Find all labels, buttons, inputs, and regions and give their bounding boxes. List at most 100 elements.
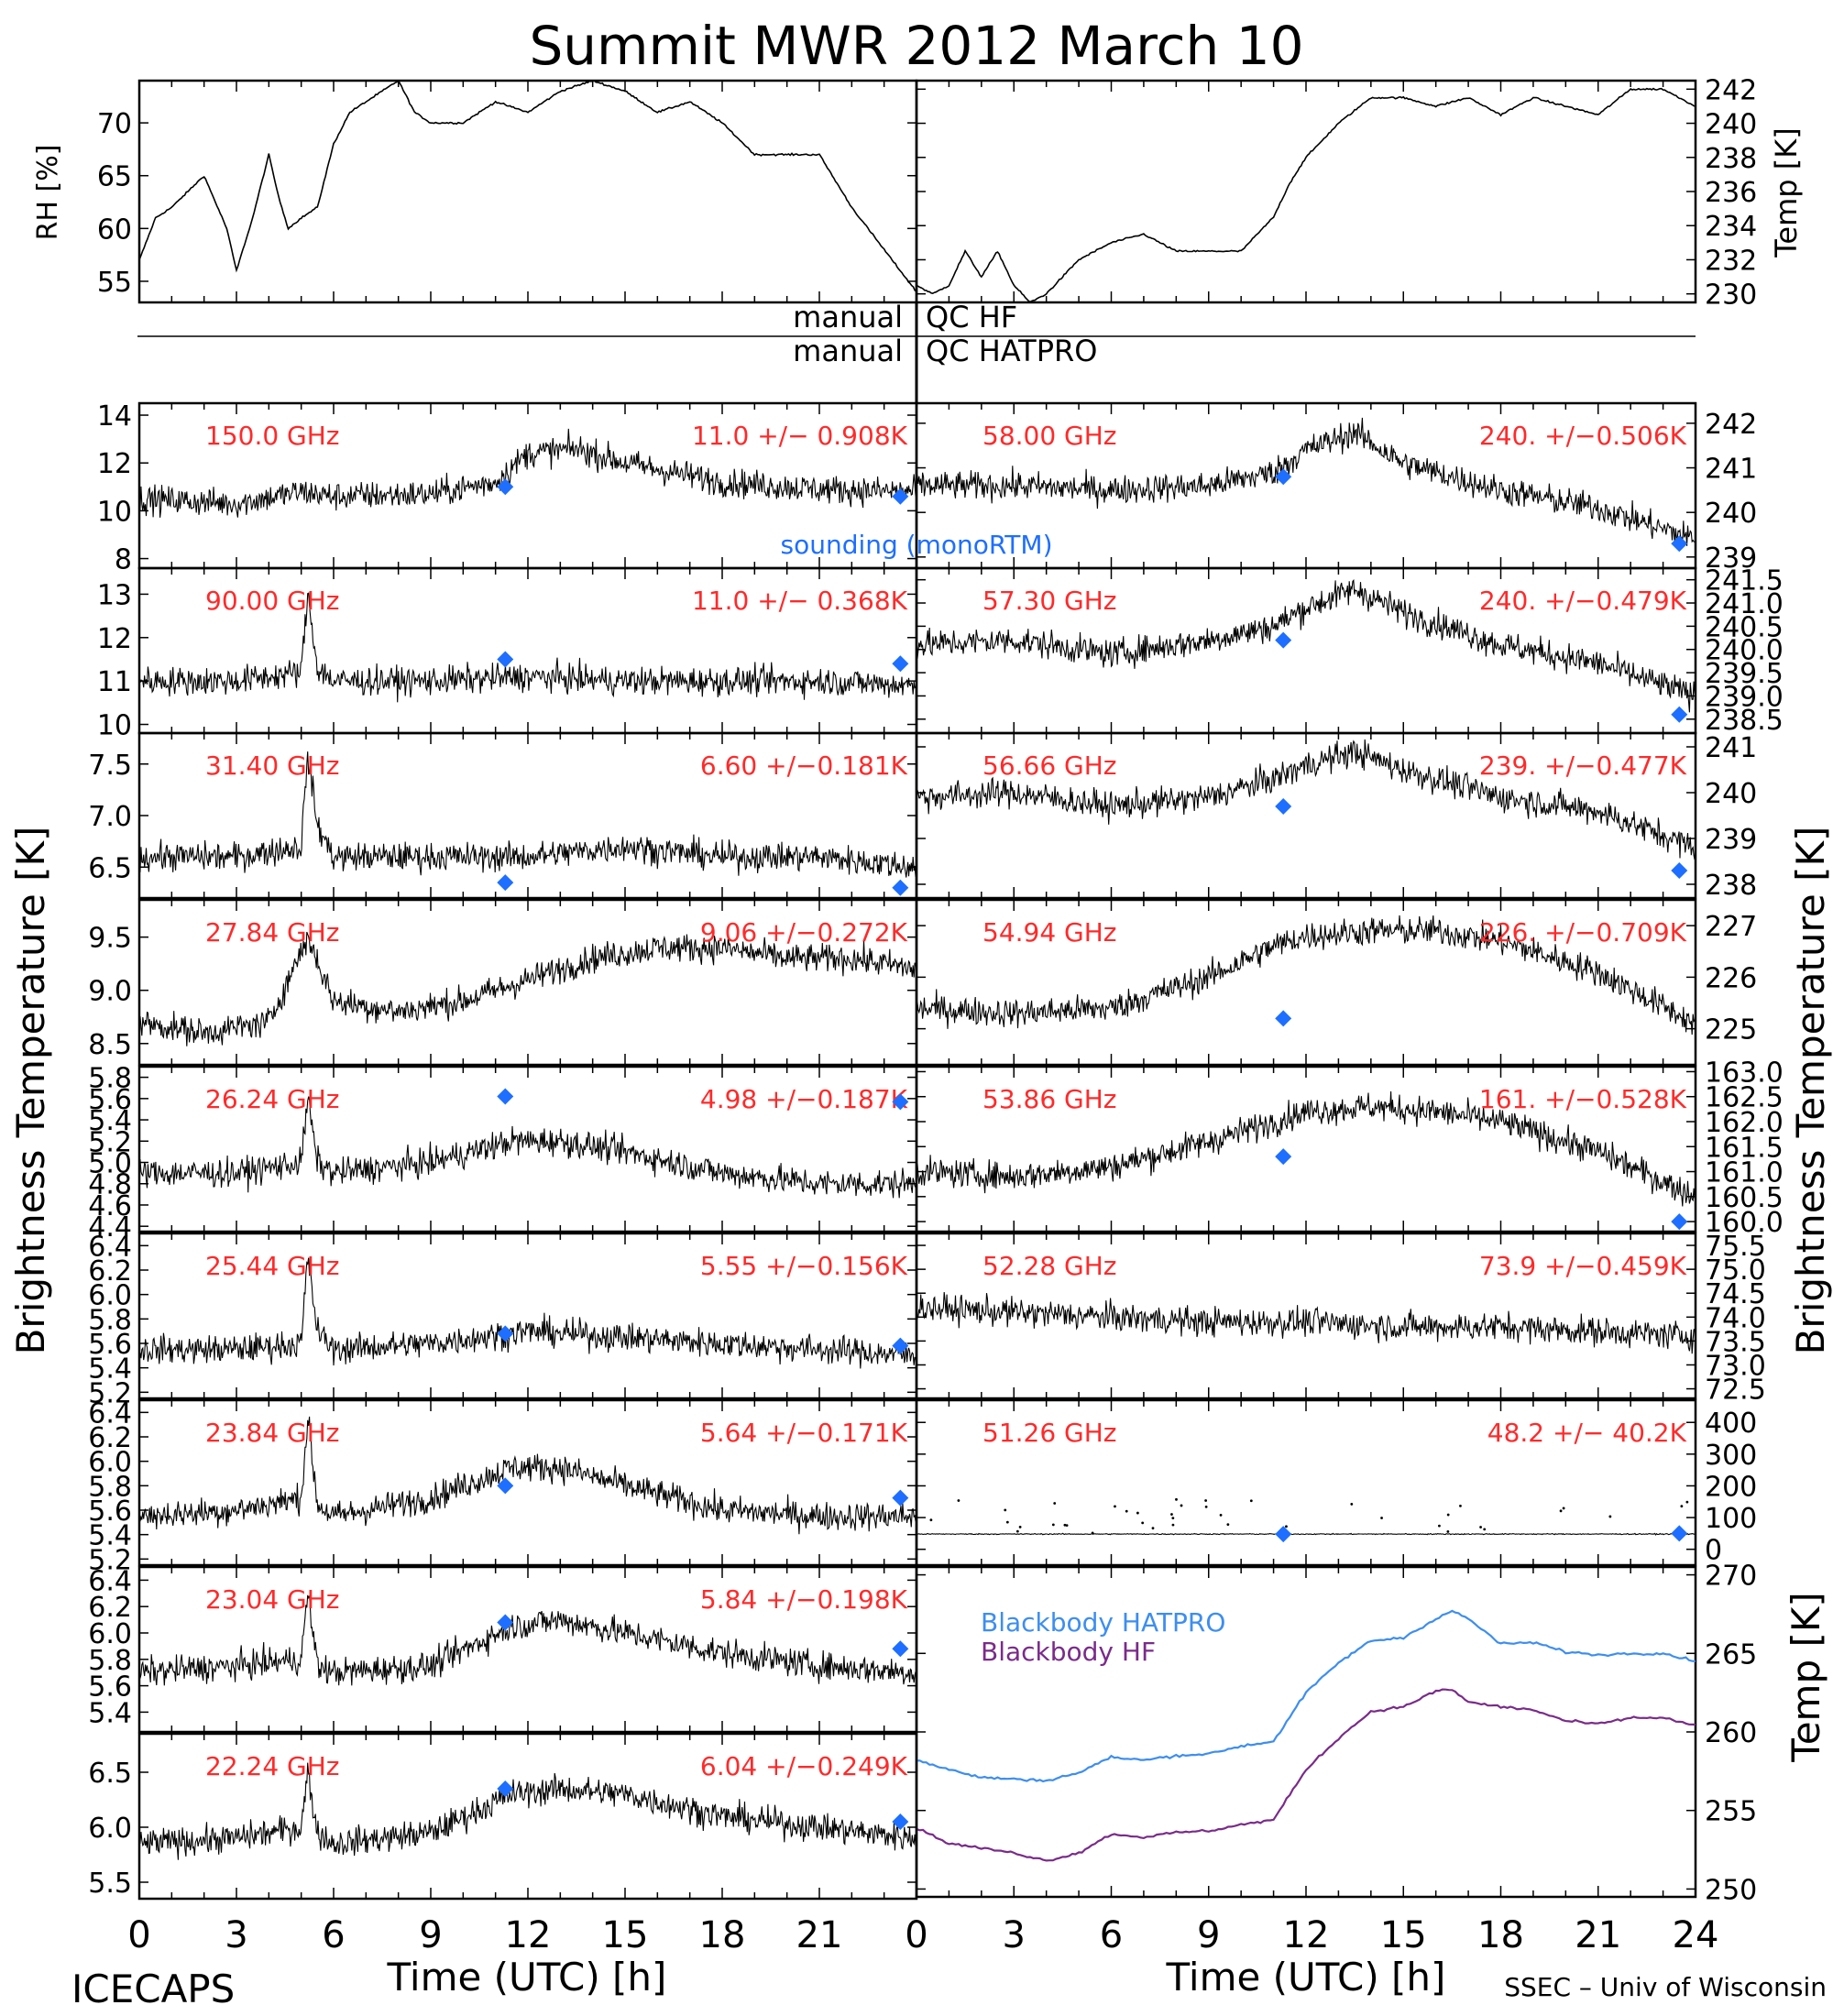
x-tick-label: 3 xyxy=(1003,1914,1026,1956)
outlier-point xyxy=(1005,1520,1009,1524)
y-tick-label: 6.2 xyxy=(88,1592,132,1624)
panel-tb-52.28: 72.573.073.574.074.575.075.5 52.28 GHz 73.… xyxy=(915,1231,1766,1407)
y-tick-label: 5.8 xyxy=(88,1471,132,1503)
outlier-point xyxy=(1018,1525,1022,1528)
channel-label: 31.40 GHz xyxy=(205,751,340,781)
outlier-point xyxy=(1608,1515,1612,1518)
channel-label: 52.28 GHz xyxy=(982,1251,1117,1281)
tb-axis-title-right: Brightness Temperature [K] xyxy=(1788,827,1833,1355)
stat-label: 9.06 +/−0.272K xyxy=(700,917,908,948)
sounding-marker xyxy=(892,879,909,896)
sounding-marker xyxy=(892,488,909,505)
y-tick-label: 5.4 xyxy=(88,1105,132,1137)
y-tick-label: 70 xyxy=(97,108,132,140)
series-line xyxy=(138,1257,917,1369)
y-tick-label: 5.4 xyxy=(88,1353,132,1386)
y-tick-label: 73.0 xyxy=(1705,1350,1766,1382)
y-tick-label: 5.8 xyxy=(88,1304,132,1336)
y-tick-label: 239.0 xyxy=(1705,681,1784,713)
x-tick-label: 15 xyxy=(1380,1914,1427,1956)
y-tick-label: 60 xyxy=(97,214,132,246)
outlier-point xyxy=(1141,1521,1145,1525)
outlier-point xyxy=(1004,1508,1007,1512)
sounding-marker xyxy=(497,1325,514,1342)
y-tick-label: 160.0 xyxy=(1705,1207,1784,1239)
outlier-point xyxy=(1446,1530,1450,1533)
y-tick-label: 12 xyxy=(97,623,132,655)
y-tick-label: 236 xyxy=(1705,177,1757,209)
panel-rh: 55 60 65 70 xyxy=(97,79,918,304)
y-tick-label: 161.5 xyxy=(1705,1132,1784,1164)
y-tick-label: 6.5 xyxy=(88,1758,132,1790)
y-tick-label: 241.0 xyxy=(1705,588,1784,620)
y-tick-label: 238.5 xyxy=(1705,705,1784,737)
y-tick-label: 7.5 xyxy=(88,750,132,782)
y-tick-label: 5.6 xyxy=(88,1329,132,1361)
series-line xyxy=(138,80,917,292)
y-tick-label: 9.5 xyxy=(88,923,132,955)
series-line xyxy=(916,1291,1696,1354)
y-tick-label: 75.5 xyxy=(1705,1231,1766,1263)
sounding-marker xyxy=(1275,468,1292,486)
outlier-point xyxy=(1562,1507,1565,1510)
x-tick-label: 18 xyxy=(1477,1914,1524,1956)
series-line xyxy=(916,1090,1696,1207)
sounding-marker xyxy=(497,1088,514,1105)
qc-strip: manual QC HF manual QC HATPRO xyxy=(137,300,1696,403)
y-tick-label: 162.5 xyxy=(1705,1082,1784,1114)
y-tick-label: 239.5 xyxy=(1705,658,1784,690)
outlier-point xyxy=(1680,1505,1684,1508)
y-tick-label: 6.4 xyxy=(88,1565,132,1597)
y-tick-label: 239 xyxy=(1705,824,1757,856)
channel-label: 58.00 GHz xyxy=(982,421,1117,451)
y-tick-label: 100 xyxy=(1705,1503,1757,1535)
panel-frame xyxy=(915,79,1697,304)
outlier-point xyxy=(1219,1513,1223,1517)
y-tick-label: 160.5 xyxy=(1705,1182,1784,1214)
y-tick-label: 240 xyxy=(1705,109,1757,141)
y-tick-label: 226 xyxy=(1705,962,1757,994)
stat-label: 5.64 +/−0.171K xyxy=(700,1418,908,1448)
qc-hatpro-left-label: manual xyxy=(793,334,903,368)
panel-tb-54.94: 225 226 227 54.94 GHz 226. +/−0.709K xyxy=(915,898,1757,1067)
sounding-marker xyxy=(497,874,514,892)
channel-label: 150.0 GHz xyxy=(205,421,340,451)
y-tick-label: 6.0 xyxy=(88,1280,132,1312)
x-tick-label: 12 xyxy=(1283,1914,1330,1956)
y-tick-label: 6.0 xyxy=(88,1447,132,1479)
x-tick-label: 24 xyxy=(1673,1914,1719,1956)
outlier-point xyxy=(1204,1499,1208,1502)
sounding-marker xyxy=(1671,1213,1688,1231)
x-tick-label: 21 xyxy=(1575,1914,1621,1956)
panel-tb-31.40: 6.5 7.0 7.5 31.40 GHz 6.60 +/−0.181K xyxy=(88,731,918,900)
x-tick-label: 6 xyxy=(1100,1914,1123,1956)
qc-hf-left-label: manual xyxy=(793,300,903,334)
y-tick-label: 7.0 xyxy=(88,801,132,833)
y-tick-label: 72.5 xyxy=(1705,1375,1766,1407)
channel-label: 27.84 GHz xyxy=(205,917,340,948)
channel-label: 23.04 GHz xyxy=(205,1584,340,1615)
series-line xyxy=(138,428,917,518)
channel-label: 22.24 GHz xyxy=(205,1751,340,1781)
y-tick-label: 5.6 xyxy=(88,1671,132,1704)
sounding-marker xyxy=(892,1337,909,1354)
sounding-marker xyxy=(892,1489,909,1507)
panel-tb-23.84: 5.25.45.65.86.06.26.4 23.84 GHz 5.64 +/−0.… xyxy=(88,1397,918,1576)
series-line xyxy=(138,1594,917,1686)
series-line-hf xyxy=(916,1688,1696,1862)
sounding-marker xyxy=(1275,798,1292,815)
channel-label: 23.84 GHz xyxy=(205,1418,340,1448)
series-line xyxy=(138,751,917,878)
panel-tb-58: 239 240 241 242 58.00 GHz 240. +/−0.506K xyxy=(915,401,1757,575)
outlier-point xyxy=(1483,1528,1487,1531)
sounding-marker xyxy=(497,1614,514,1631)
y-tick-label: 74.0 xyxy=(1705,1302,1766,1334)
y-tick-label: 4.8 xyxy=(88,1169,132,1201)
figure-title: Summit MWR 2012 March 10 xyxy=(529,15,1303,77)
stat-label: 73.9 +/−0.459K xyxy=(1479,1251,1687,1281)
series-line-hatpro xyxy=(916,1609,1696,1783)
bb-temp-axis-title: Temp [K] xyxy=(1784,1592,1828,1763)
y-tick-label: 250 xyxy=(1705,1874,1757,1906)
